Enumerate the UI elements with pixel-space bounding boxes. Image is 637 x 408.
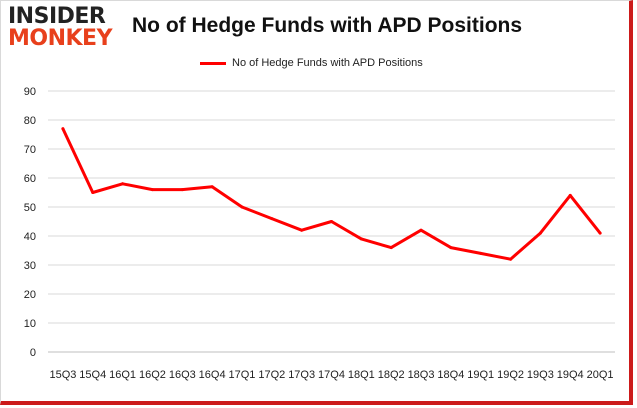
x-tick-label: 15Q3 bbox=[49, 369, 76, 381]
x-tick-label: 17Q4 bbox=[318, 369, 345, 381]
data-point bbox=[121, 182, 125, 186]
x-tick-label: 18Q1 bbox=[348, 369, 375, 381]
data-point bbox=[240, 205, 244, 209]
x-tick-label: 16Q1 bbox=[109, 369, 136, 381]
x-tick-label: 18Q3 bbox=[408, 369, 435, 381]
data-point bbox=[509, 257, 513, 261]
y-tick-label: 30 bbox=[24, 260, 36, 272]
y-tick-label: 60 bbox=[24, 173, 36, 185]
series-lines bbox=[61, 127, 602, 261]
data-point bbox=[449, 246, 453, 250]
x-tick-label: 19Q3 bbox=[527, 369, 554, 381]
insider-monkey-logo: INSIDER MONKEY bbox=[6, 4, 124, 52]
x-tick-label: 17Q1 bbox=[229, 369, 256, 381]
x-tick-label: 19Q2 bbox=[497, 369, 524, 381]
logo-line2: MONKEY bbox=[8, 26, 113, 51]
x-tick-label: 16Q2 bbox=[139, 369, 166, 381]
data-point bbox=[479, 251, 483, 255]
data-point bbox=[61, 127, 65, 131]
x-tick-label: 18Q2 bbox=[378, 369, 405, 381]
data-point bbox=[538, 231, 542, 235]
y-tick-label: 70 bbox=[24, 144, 36, 156]
y-tick-label: 40 bbox=[24, 231, 36, 243]
data-point bbox=[389, 246, 393, 250]
data-point bbox=[150, 188, 154, 192]
data-point bbox=[180, 188, 184, 192]
data-point bbox=[210, 185, 214, 189]
x-tick-label: 19Q1 bbox=[467, 369, 494, 381]
y-tick-label: 50 bbox=[24, 202, 36, 214]
data-point bbox=[300, 228, 304, 232]
chart-legend: No of Hedge Funds with APD Positions bbox=[200, 57, 423, 69]
legend-label: No of Hedge Funds with APD Positions bbox=[232, 57, 423, 69]
x-tick-label: 18Q4 bbox=[437, 369, 464, 381]
x-tick-label: 15Q4 bbox=[79, 369, 106, 381]
data-point bbox=[91, 191, 95, 194]
x-tick-label: 20Q1 bbox=[587, 369, 614, 381]
y-tick-label: 90 bbox=[24, 86, 36, 98]
data-point bbox=[598, 231, 602, 235]
x-tick-label: 16Q4 bbox=[199, 369, 226, 381]
chart-title: No of Hedge Funds with APD Positions bbox=[132, 14, 523, 37]
legend-swatch bbox=[200, 61, 226, 65]
logo-line1: INSIDER bbox=[8, 4, 106, 29]
x-tick-label: 16Q3 bbox=[169, 369, 196, 381]
data-point bbox=[330, 220, 333, 223]
x-tick-label: 17Q2 bbox=[258, 369, 285, 381]
x-axis-ticks: 15Q3 15Q4 16Q1 16Q2 16Q3 16Q4 17Q1 17Q2 17Q3 17Q4… bbox=[49, 369, 613, 381]
y-axis-ticks: 0 10 20 30 40 50 60 70 80 90 bbox=[24, 86, 36, 359]
data-point bbox=[568, 193, 572, 197]
y-tick-label: 80 bbox=[24, 115, 36, 127]
series-line bbox=[61, 127, 602, 261]
y-tick-label: 10 bbox=[24, 318, 36, 330]
y-tick-label: 20 bbox=[24, 289, 36, 301]
data-point bbox=[419, 228, 423, 232]
x-tick-label: 17Q3 bbox=[288, 369, 315, 381]
gridlines bbox=[48, 90, 615, 353]
data-point bbox=[270, 217, 274, 221]
x-tick-label: 19Q4 bbox=[557, 369, 584, 381]
y-tick-label: 0 bbox=[30, 347, 36, 359]
data-point bbox=[359, 237, 363, 241]
